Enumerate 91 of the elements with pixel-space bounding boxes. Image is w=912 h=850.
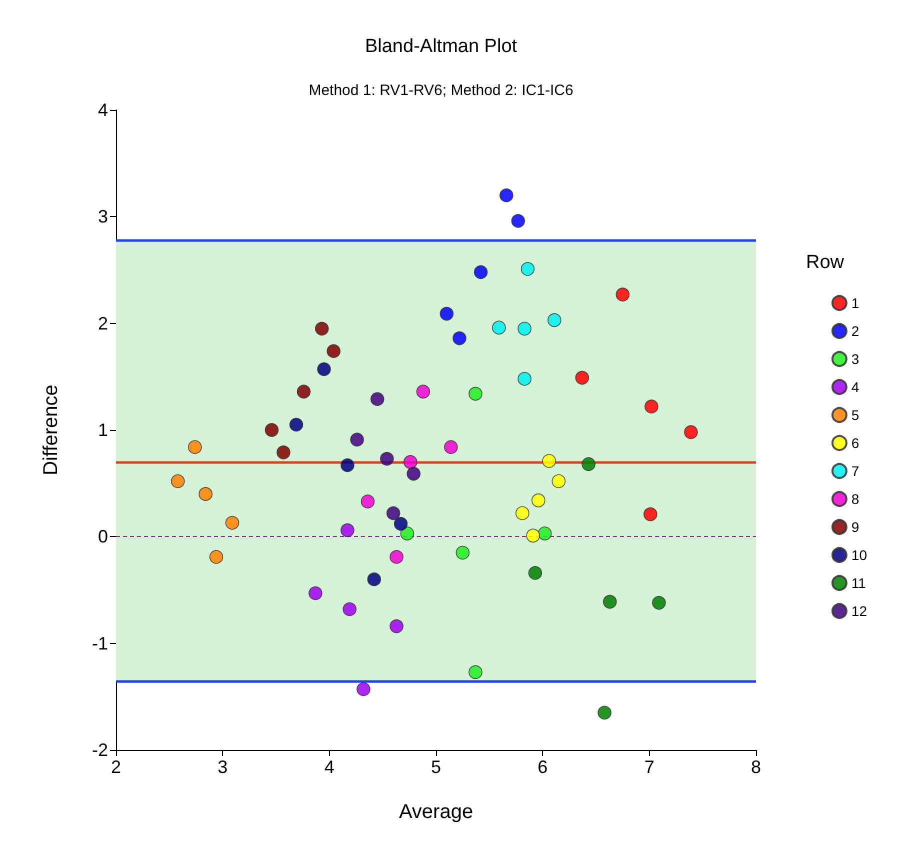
point [474,265,488,280]
point [276,446,290,460]
legend-label: 1 [851,295,860,311]
legend-label: 11 [851,575,866,591]
point [575,370,590,385]
point [289,418,304,432]
legend-label: 6 [851,435,860,451]
y-tick-label: 1 [98,420,108,440]
point [360,494,375,508]
point [644,400,658,414]
point [552,474,566,488]
point [452,331,466,346]
point [500,188,514,202]
legend-label: 5 [851,407,860,423]
point [468,386,482,401]
legend-label: 3 [851,351,860,367]
point [538,526,552,540]
point [440,306,454,321]
point [468,665,482,680]
point [308,586,322,600]
chart-subtitle: Method 1: RV1-RV6; Method 2: IC1-IC6 [308,82,574,99]
y-tick-label: -1 [92,633,108,654]
point [225,516,240,530]
point [209,550,224,564]
point [456,546,470,560]
point [652,596,666,610]
point [520,262,535,276]
point [314,322,329,336]
point [644,507,658,522]
point [380,452,394,466]
point [340,523,354,538]
point [386,506,400,520]
point [342,602,356,616]
x-tick-label: 5 [430,757,442,777]
point [170,474,185,488]
point [444,440,458,454]
point [492,320,506,334]
legend-label: 2 [851,323,860,339]
point [390,619,404,634]
x-tick-label: 3 [218,757,228,777]
point [526,528,540,542]
y-tick-label: 4 [98,100,108,120]
point [370,392,384,406]
x-tick-label: 2 [110,757,122,777]
point [400,526,414,540]
legend-label: 7 [851,463,860,479]
point [390,550,404,564]
legend-title: Row [806,252,844,273]
point [367,572,382,586]
legend-label: 9 [851,519,860,535]
point [198,487,212,501]
y-tick-label: 2 [98,313,108,334]
point [416,384,430,398]
x-tick-label: 8 [750,757,762,777]
point [684,425,698,440]
legend-label: 4 [851,379,860,395]
point [404,455,418,469]
y-axis-title: Difference [40,384,62,476]
y-tick-label: 0 [98,526,108,547]
point [264,423,279,437]
x-axis-title: Average [398,801,474,823]
x-tick-label: 6 [538,757,548,777]
point [296,384,311,398]
point [326,344,340,358]
x-tick-label: 7 [644,757,654,777]
point [356,682,370,696]
point [518,372,532,386]
point [532,494,546,508]
point [616,288,630,302]
y-tick-label: 3 [98,206,108,227]
point [582,457,596,472]
point [602,594,617,609]
point [528,566,542,580]
legend-label: 8 [851,491,860,507]
legend-label: 12 [851,603,868,619]
chart-title: Bland-Altman Plot [364,36,518,57]
point [394,516,408,531]
point [548,313,562,328]
legend-label: 10 [851,547,868,563]
y-tick-label: -2 [92,740,108,760]
point [317,362,331,376]
point [188,440,202,454]
point [542,454,556,468]
point [518,322,532,336]
point [350,432,364,446]
point [511,214,526,228]
point [598,706,612,720]
point [340,458,354,472]
point [406,466,420,481]
x-tick-label: 4 [324,757,334,777]
point [516,506,530,520]
